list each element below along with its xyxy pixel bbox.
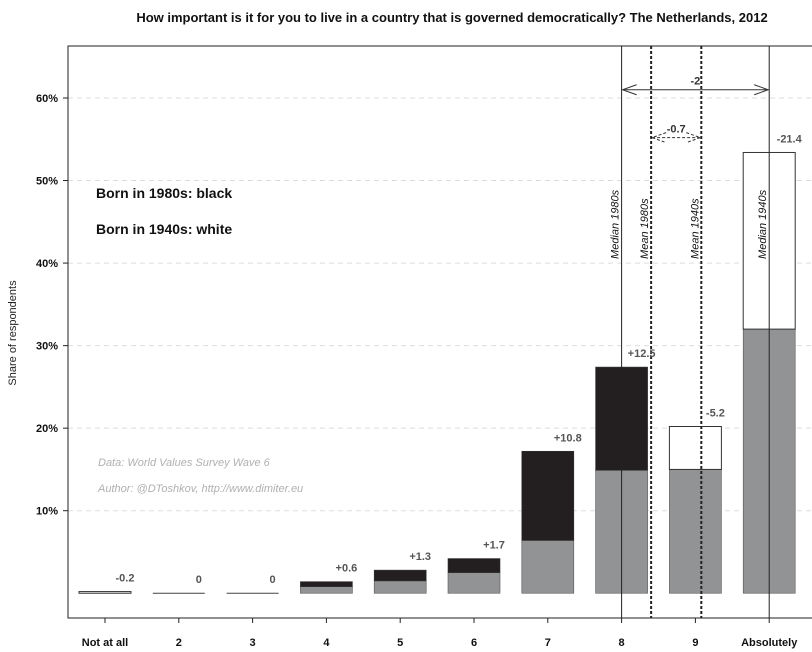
diff-label-Absolutely: -21.4: [777, 133, 803, 145]
arrow-label: -2: [691, 76, 701, 88]
bar-overlap-4: [300, 586, 353, 594]
bars: [78, 151, 796, 594]
y-tick-label: 50%: [36, 176, 58, 188]
vline-label: Mean 1940s: [689, 198, 701, 259]
x-tick-label: 9: [692, 637, 698, 649]
diff-label-5: +1.3: [409, 551, 431, 563]
x-tick-label: Not at all: [82, 637, 128, 649]
diff-label-Not at all: -0.2: [116, 573, 135, 585]
x-tick-label: 3: [250, 637, 256, 649]
diff-label-3: 0: [270, 574, 276, 586]
diff-label-8: +12.5: [628, 348, 656, 360]
x-tick-label: 5: [397, 637, 403, 649]
diff-label-2: 0: [196, 574, 202, 586]
bar-1980s-5: [373, 569, 427, 582]
y-tick-label: 30%: [36, 341, 58, 353]
arrow-head-left: [621, 84, 637, 96]
legend-line-1940s: Born in 1940s: white: [96, 221, 232, 237]
legend-line-1980s: Born in 1980s: black: [96, 185, 232, 201]
plot-frame: [67, 45, 812, 619]
x-axis: Not at all 2 3 4 5 6 7 8 9 Absolutely: [82, 618, 798, 649]
y-tick-label: 10%: [36, 506, 58, 518]
arrows: -2 -0.7: [621, 76, 770, 144]
bar-overlap-5: [373, 580, 427, 594]
y-tick-label: 20%: [36, 423, 58, 435]
y-axis-label: Share of respondents: [7, 280, 19, 386]
diff-label-4: +0.6: [336, 563, 358, 575]
bar-overlap-6: [447, 572, 501, 594]
x-tick-label: 6: [471, 637, 477, 649]
source-data-line: Data: World Values Survey Wave 6: [98, 457, 271, 469]
bar-overlap-7: [521, 540, 575, 594]
y-axis: 10% 20% 30% 40% 50% 60%: [36, 93, 68, 518]
x-tick-label: 7: [545, 637, 551, 649]
bar-1940s-9: [668, 426, 722, 470]
x-tick-label: 4: [323, 637, 330, 649]
y-tick-label: 40%: [36, 258, 58, 270]
vline-label: Median 1980s: [610, 189, 622, 259]
vline-label: Median 1940s: [757, 189, 769, 259]
grid: [68, 97, 812, 512]
diff-label-9: -5.2: [706, 408, 725, 420]
vertical-lines: Median 1980s Mean 1980s Mean 1940s Median 1…: [610, 46, 770, 618]
diff-label-7: +10.8: [554, 432, 582, 444]
chart-title: How important is it for you to live in a…: [136, 10, 767, 25]
bar-1940s-Not at all: [78, 591, 132, 594]
difference-labels: -0.2 0 0 +0.6 +1.3 +1.7 +10.8 +12.5 -5.2 -21.4: [116, 133, 803, 586]
arrow-label: -0.7: [667, 124, 686, 136]
diff-label-6: +1.7: [483, 540, 505, 552]
bar-1980s-6: [447, 558, 501, 573]
bar-1980s-7: [521, 450, 575, 541]
source-author-line: Author: @DToshkov, http://www.dimiter.eu: [97, 483, 303, 495]
x-tick-label: 8: [619, 637, 625, 649]
x-tick-label: 2: [176, 637, 182, 649]
bar-overlap-9: [669, 469, 722, 594]
x-tick-label: Absolutely: [741, 637, 798, 649]
vline-label: Mean 1980s: [639, 198, 651, 259]
bar-1980s-4: [300, 581, 353, 587]
arrow-head-right: [754, 84, 770, 96]
y-tick-label: 60%: [36, 93, 58, 105]
